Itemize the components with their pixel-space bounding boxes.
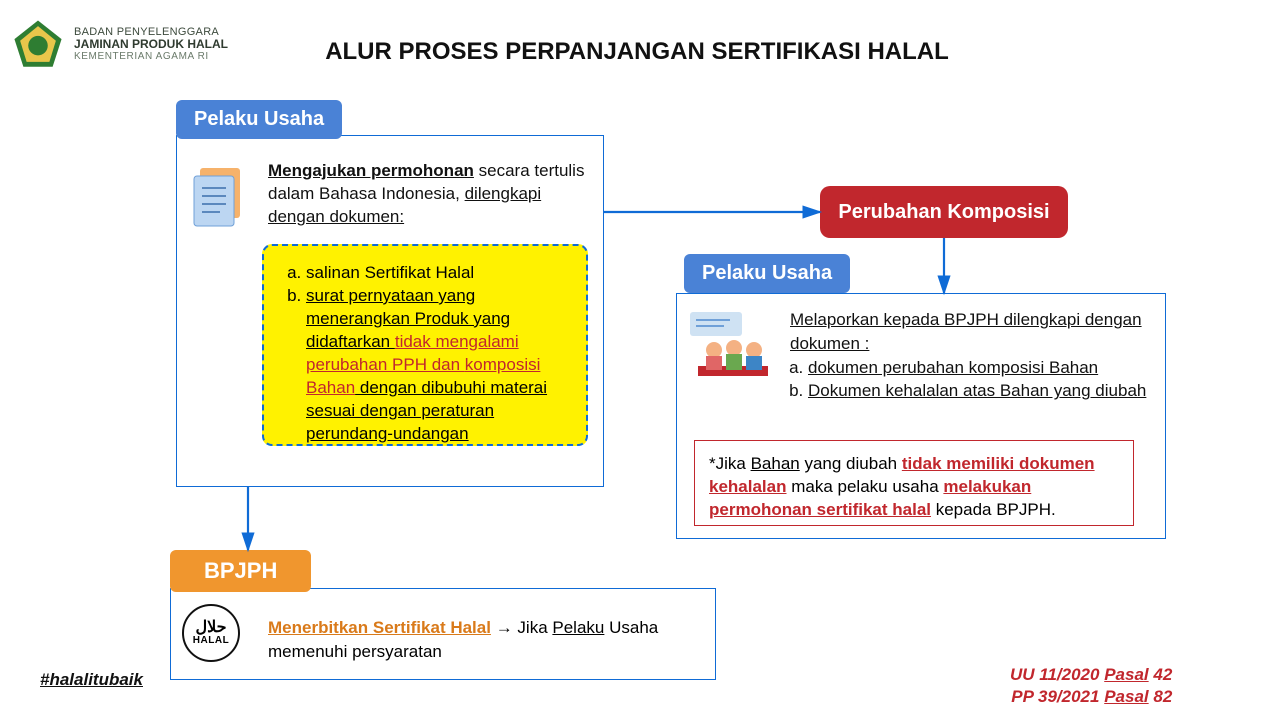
arrow-red-to-right [934,228,954,303]
required-documents-list: salinan Sertifikat Halal surat pernyataa… [262,244,588,446]
document-icon [190,162,252,228]
right-item-b: Dokumen kehalalan atas Bahan yang diubah [808,379,1150,403]
bpjph-text: Menerbitkan Sertifikat Halal → Jika Pela… [268,616,688,664]
arrow-left-to-bpjph [238,477,258,560]
ref-line-2: PP 39/2021 Pasal 82 [1010,686,1172,708]
meeting-icon [690,310,780,390]
left-intro-text: Mengajukan permohonan secara tertulis da… [268,160,590,229]
arrow-left-to-red [594,202,830,222]
right-lead: Melaporkan kepada BPJPH dilengkapi denga… [790,308,1150,356]
right-item-a: dokumen perubahan komposisi Bahan [808,356,1150,380]
legal-references: UU 11/2020 Pasal 42 PP 39/2021 Pasal 82 [1010,664,1172,708]
halal-logo-icon: حلال HALAL [182,604,240,662]
pelaku-usaha-tab-left: Pelaku Usaha [176,100,342,139]
ref-line-1: UU 11/2020 Pasal 42 [1010,664,1172,686]
doc-item-a: salinan Sertifikat Halal [306,262,570,285]
doc-item-b: surat pernyataan yang menerangkan Produk… [306,285,570,446]
right-text: Melaporkan kepada BPJPH dilengkapi denga… [790,308,1150,403]
pelaku-usaha-tab-right: Pelaku Usaha [684,254,850,293]
note-box: *Jika Bahan yang diubah tidak memiliki d… [694,440,1134,526]
hashtag: #halalitubaik [40,670,143,690]
